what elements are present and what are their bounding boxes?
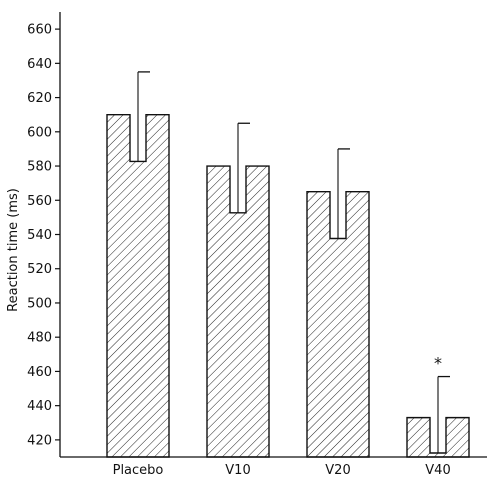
- y-tick-label: 420: [27, 433, 52, 448]
- y-tick-label: 660: [27, 23, 52, 38]
- labels-group: 420 440 460 480 500 520 540 560 580 600 620 640 660 P…: [27, 23, 451, 478]
- x-tick-label-v20: V20: [325, 463, 350, 478]
- y-tick-label: 560: [27, 194, 52, 209]
- y-tick-label: 440: [27, 399, 52, 414]
- y-tick-label: 600: [27, 125, 52, 140]
- bar-v20: [306, 191, 370, 458]
- y-tick-label: 580: [27, 160, 52, 175]
- y-tick-label: 640: [27, 57, 52, 72]
- y-tick-label: 480: [27, 331, 52, 346]
- bar-v10: [206, 165, 270, 458]
- bar-placebo: [106, 113, 170, 458]
- y-tick-label: 520: [27, 262, 52, 277]
- y-tick-label: 500: [27, 296, 52, 311]
- y-tick-label: 540: [27, 228, 52, 243]
- bars-group: [106, 71, 470, 458]
- x-tick-label-v10: V10: [225, 463, 250, 478]
- significance-asterisk: *: [434, 354, 442, 373]
- x-tick-label-placebo: Placebo: [113, 463, 164, 478]
- bar-v40: [406, 416, 470, 458]
- x-tick-label-v40: V40: [425, 463, 450, 478]
- y-axis-label: Reaction time (ms): [6, 188, 21, 312]
- y-tick-label: 460: [27, 365, 52, 380]
- y-tick-label: 620: [27, 91, 52, 106]
